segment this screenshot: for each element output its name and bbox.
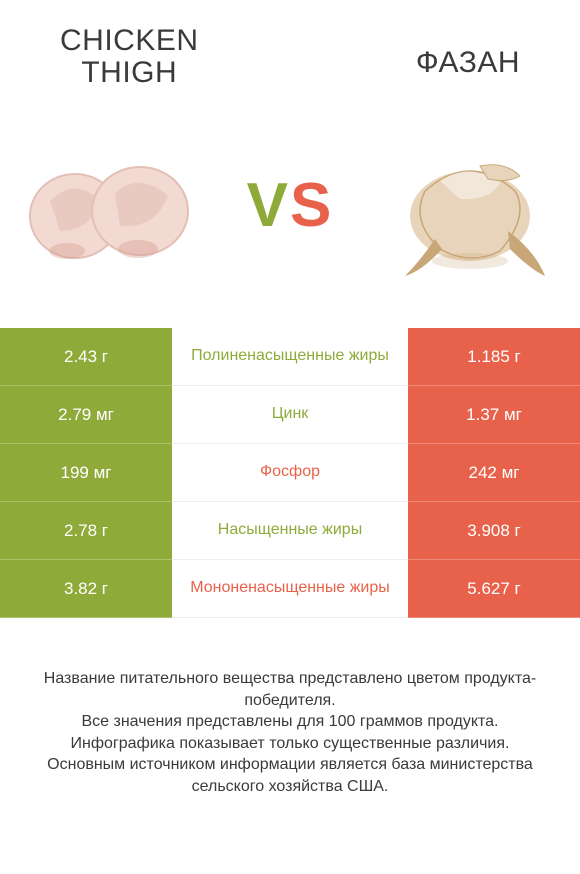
pheasant-icon xyxy=(380,121,560,291)
title-line: thigh xyxy=(60,57,199,89)
infographic-container: Chicken thigh Фазан VS xyxy=(0,0,580,874)
vs-label: VS xyxy=(247,170,334,241)
nutrient-label-cell: Полиненасыщенные жиры xyxy=(172,328,408,386)
table-row: 199 мгФосфор242 мг xyxy=(0,444,580,502)
left-value-cell: 3.82 г xyxy=(0,560,172,618)
left-value-cell: 199 мг xyxy=(0,444,172,502)
title-line: Фазан xyxy=(416,47,520,79)
nutrient-label-cell: Фосфор xyxy=(172,444,408,502)
footer-notes: Название питательного вещества представл… xyxy=(0,618,580,798)
vs-s: S xyxy=(290,170,333,241)
left-value-cell: 2.43 г xyxy=(0,328,172,386)
title-line: Chicken xyxy=(60,25,199,57)
nutrient-label-cell: Цинк xyxy=(172,386,408,444)
pheasant-image xyxy=(380,121,560,291)
right-value-cell: 242 мг xyxy=(408,444,580,502)
chicken-thigh-icon xyxy=(20,121,200,291)
left-value-cell: 2.79 мг xyxy=(0,386,172,444)
table-row: 2.78 гНасыщенные жиры3.908 г xyxy=(0,502,580,560)
header: Chicken thigh Фазан xyxy=(0,0,580,98)
chicken-thigh-image xyxy=(20,121,200,291)
table-row: 3.82 гМононенасыщенные жиры5.627 г xyxy=(0,560,580,618)
footer-line: Все значения представлены для 100 граммо… xyxy=(22,711,558,733)
right-value-cell: 5.627 г xyxy=(408,560,580,618)
comparison-table: 2.43 гПолиненасыщенные жиры1.185 г2.79 м… xyxy=(0,328,580,618)
header-right-title: Фазан xyxy=(416,47,520,79)
footer-line: Инфографика показывает только существенн… xyxy=(22,733,558,755)
nutrient-label-cell: Насыщенные жиры xyxy=(172,502,408,560)
table-row: 2.43 гПолиненасыщенные жиры1.185 г xyxy=(0,328,580,386)
vs-v: V xyxy=(247,170,290,241)
right-value-cell: 1.185 г xyxy=(408,328,580,386)
header-left-title: Chicken thigh xyxy=(60,25,199,88)
right-value-cell: 3.908 г xyxy=(408,502,580,560)
nutrient-label-cell: Мононенасыщенные жиры xyxy=(172,560,408,618)
left-value-cell: 2.78 г xyxy=(0,502,172,560)
footer-line: Основным источником информации является … xyxy=(22,754,558,797)
table-row: 2.79 мгЦинк1.37 мг xyxy=(0,386,580,444)
right-value-cell: 1.37 мг xyxy=(408,386,580,444)
hero-row: VS xyxy=(0,98,580,328)
footer-line: Название питательного вещества представл… xyxy=(22,668,558,711)
